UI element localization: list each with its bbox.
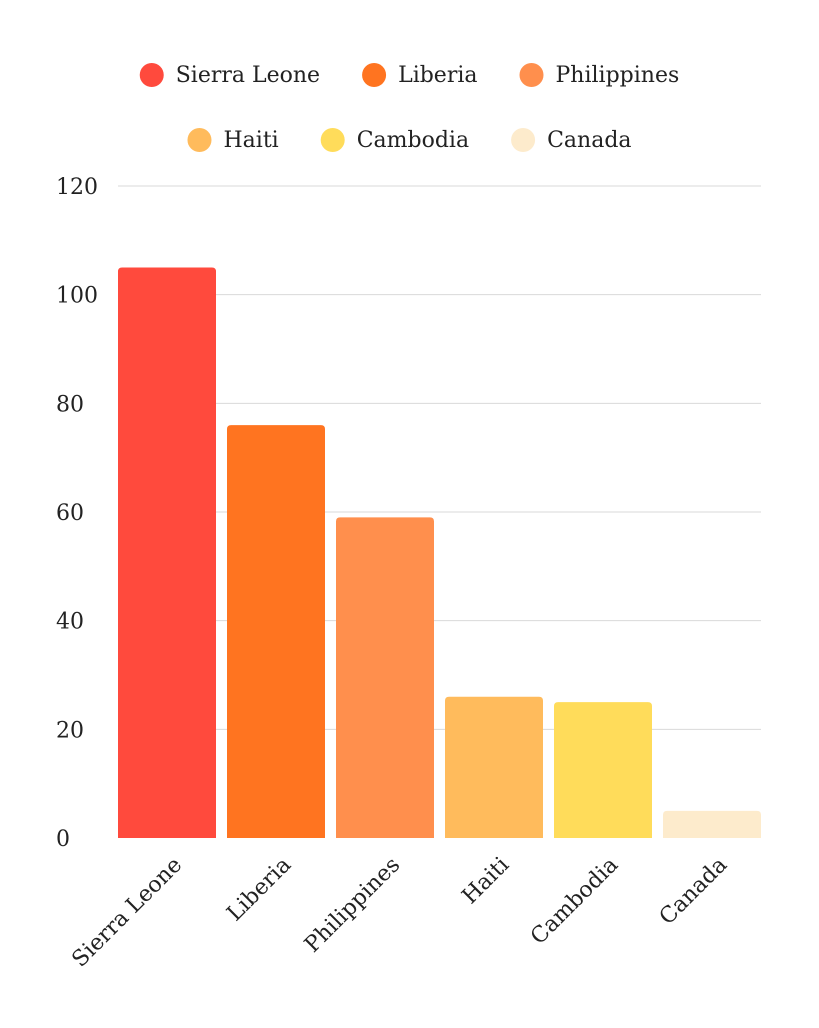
legend: Sierra Leone Liberia Philippines Haiti Cambo… — [139, 63, 680, 153]
y-tick-label-100: 100 — [56, 284, 98, 309]
legend-marker-haiti — [187, 128, 212, 152]
legend-item-haiti: Haiti — [187, 128, 279, 153]
y-tick-label-20: 20 — [56, 718, 84, 743]
bar-philippines — [336, 517, 434, 838]
bar-haiti — [445, 696, 543, 838]
legend-label-sierra-leone: Sierra Leone — [176, 63, 320, 88]
bar-cambodia — [554, 702, 652, 838]
bars — [118, 267, 761, 838]
legend-label-haiti: Haiti — [223, 128, 278, 153]
bar-liberia — [227, 425, 325, 838]
bar-canada — [663, 810, 761, 838]
bar-sierra-leone — [118, 267, 216, 838]
y-axis-ticks: 0 20 40 60 80 100 120 — [56, 175, 98, 852]
legend-marker-liberia — [362, 63, 387, 87]
legend-item-liberia: Liberia — [362, 63, 478, 88]
x-tick-label-philippines: Philippines — [300, 853, 405, 958]
x-axis-ticks: Sierra Leone Liberia Philippines Haiti Cambo… — [67, 853, 732, 973]
x-tick-label-cambodia: Cambodia — [526, 853, 623, 950]
legend-label-cambodia: Cambodia — [357, 128, 469, 153]
legend-marker-cambodia — [320, 128, 345, 152]
y-tick-label-120: 120 — [56, 175, 98, 200]
legend-marker-philippines — [519, 63, 544, 87]
legend-label-liberia: Liberia — [398, 63, 477, 88]
legend-item-canada: Canada — [511, 128, 632, 153]
legend-marker-sierra-leone — [139, 63, 164, 87]
y-tick-label-80: 80 — [56, 392, 84, 417]
legend-marker-canada — [511, 128, 536, 152]
x-tick-label-sierra-leone: Sierra Leone — [67, 853, 187, 973]
legend-label-canada: Canada — [547, 128, 631, 153]
legend-item-sierra-leone: Sierra Leone — [139, 63, 320, 88]
x-tick-label-haiti: Haiti — [458, 853, 515, 910]
legend-item-cambodia: Cambodia — [320, 128, 469, 153]
y-tick-label-40: 40 — [56, 610, 84, 635]
legend-label-philippines: Philippines — [556, 63, 680, 88]
x-tick-label-canada: Canada — [655, 853, 732, 930]
legend-item-philippines: Philippines — [519, 63, 680, 88]
x-tick-label-liberia: Liberia — [222, 853, 296, 927]
y-tick-label-0: 0 — [56, 827, 70, 852]
y-tick-label-60: 60 — [56, 501, 84, 526]
gridlines — [118, 185, 761, 730]
